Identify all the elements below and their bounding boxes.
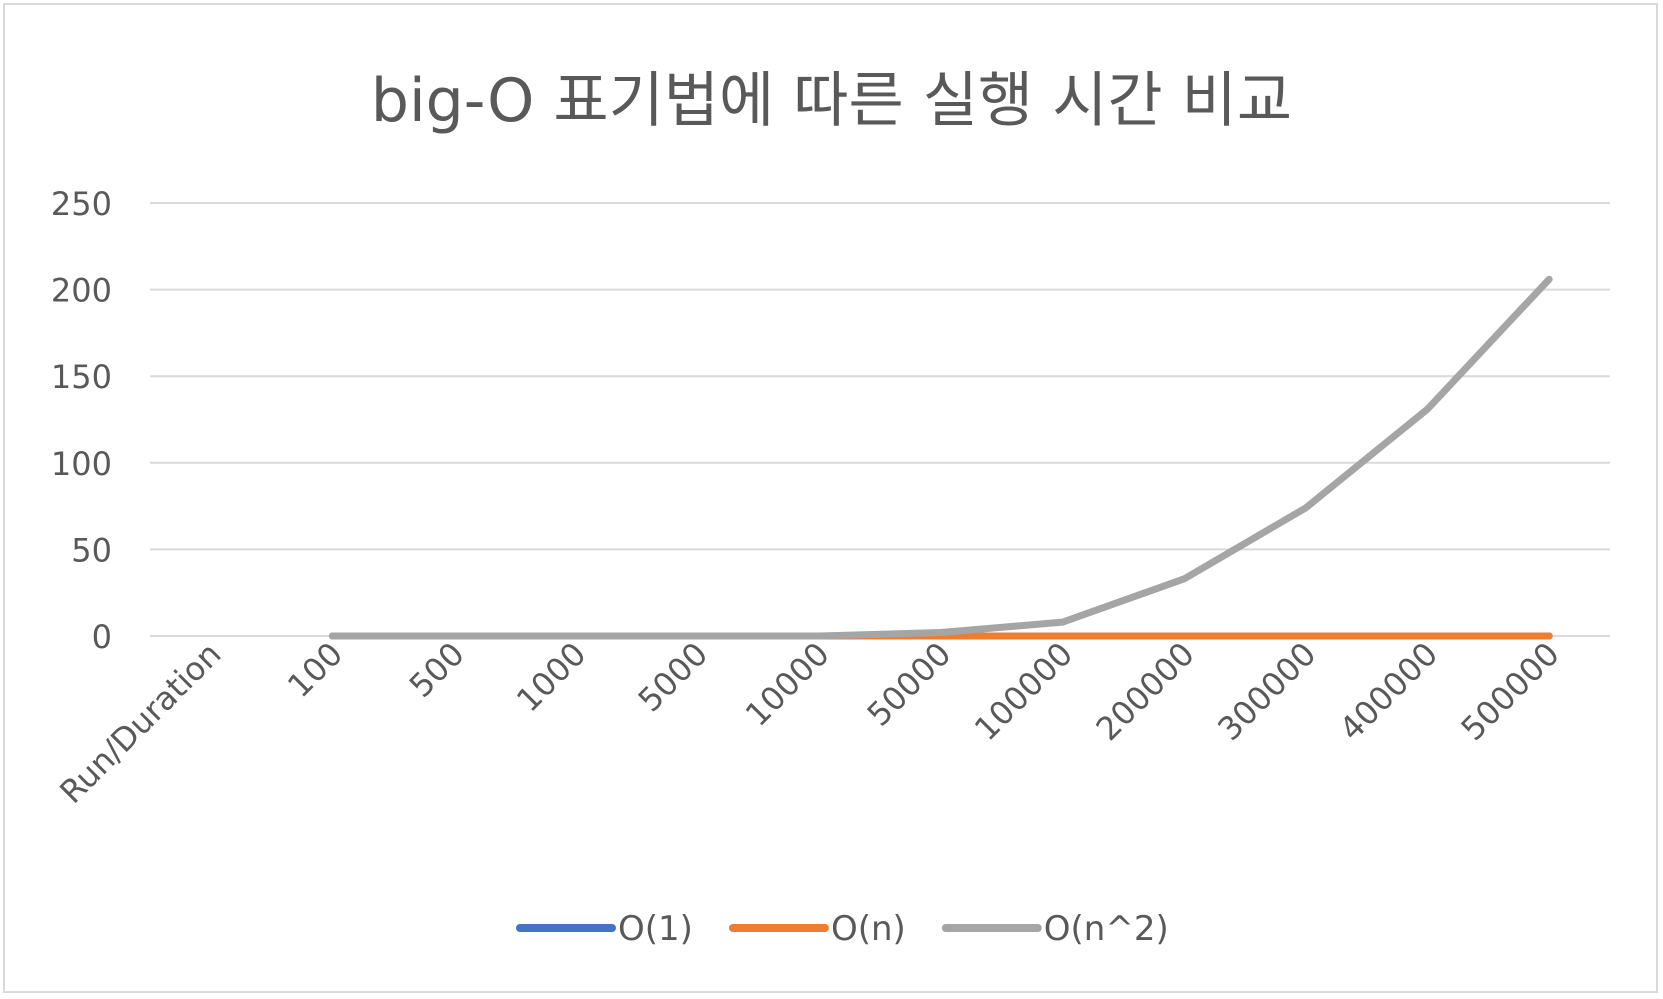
y-tick-label: 250 [51,185,112,223]
x-axis-ticks: Run/Duration 100 500 1000 5000 10000 50000 1000… [52,635,1566,811]
x-tick-label: 50000 [860,635,959,734]
legend-label: O(1) [618,909,693,949]
x-tick-label: 1000 [509,635,593,719]
y-axis-ticks: 0 50 100 150 200 250 [51,185,112,656]
x-tick-label: 10000 [738,635,837,734]
series-line-2 [329,275,1553,640]
x-tick-label: Run/Duration [52,635,228,811]
x-tick-label: 100000 [967,635,1080,748]
y-tick-label: 0 [92,618,112,656]
x-tick-label: 400000 [1332,635,1445,748]
legend: O(1) O(n) O(n^2) [516,909,1169,949]
x-tick-label: 500000 [1454,635,1567,748]
x-tick-label: 200000 [1089,635,1202,748]
gridlines [150,202,1610,637]
y-tick-label: 150 [51,358,112,396]
x-tick-label: 100 [280,635,350,705]
x-tick-label: 300000 [1210,635,1323,748]
legend-label: O(n^2) [1044,909,1169,949]
y-tick-label: 50 [71,531,112,569]
chart-frame [3,3,1658,993]
x-tick-label: 500 [402,635,472,705]
chart-title: big-O 표기법에 따른 실행 시간 비교 [370,66,1293,136]
series-lines [329,275,1553,640]
legend-label: O(n) [831,909,906,949]
x-tick-label: 5000 [631,635,715,719]
y-tick-label: 200 [51,272,112,310]
y-tick-label: 100 [51,445,112,483]
